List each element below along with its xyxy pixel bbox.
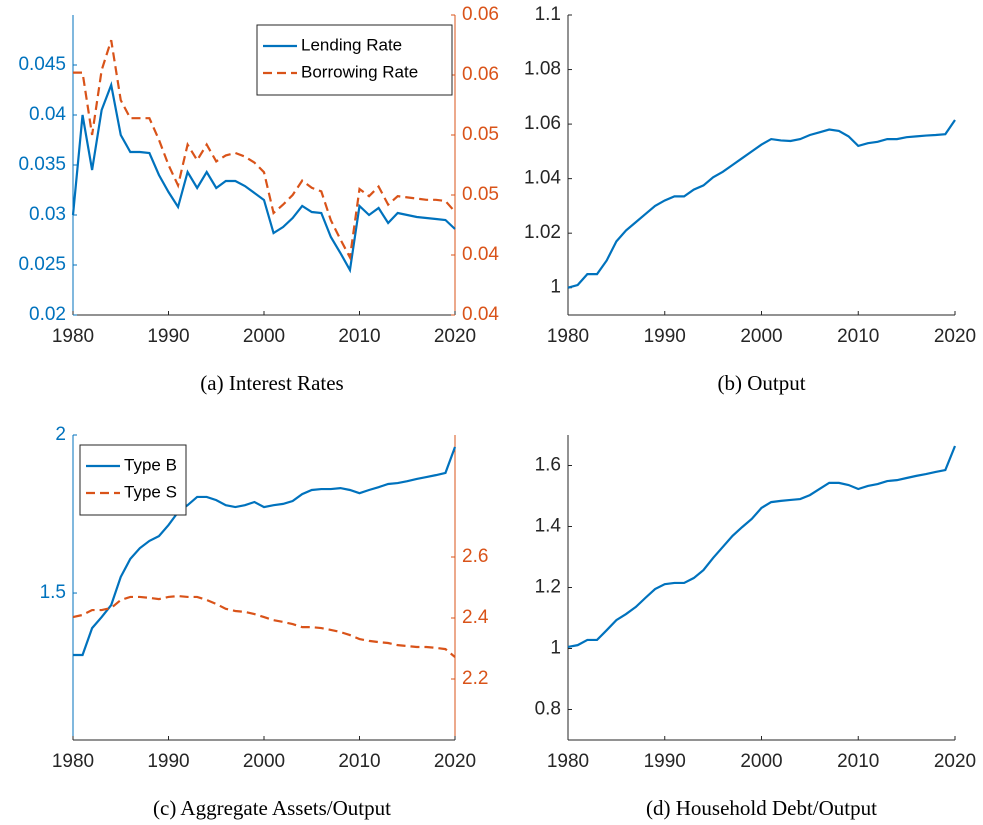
y-tick-label: 0.04 <box>462 304 499 325</box>
series-line <box>567 445 957 649</box>
y-tick-label: 0.06 <box>462 64 499 85</box>
legend-label: Borrowing Rate <box>301 62 418 81</box>
y-tick-label: 0.05 <box>462 124 499 145</box>
x-tick-label: 2000 <box>740 751 782 772</box>
legend-box <box>79 444 187 516</box>
y-tick-label: 1.1 <box>535 4 561 25</box>
legend-label: Type B <box>124 455 177 474</box>
x-tick-label: 1990 <box>147 751 189 772</box>
y-tick-label: 1.04 <box>524 168 561 189</box>
y-tick-label: 0.035 <box>18 154 66 175</box>
x-tick-label: 2010 <box>338 326 380 347</box>
x-tick-label: 2010 <box>837 326 879 347</box>
y-tick-label: 0.8 <box>535 699 561 720</box>
y-tick-label: 1.5 <box>40 582 66 603</box>
y-tick-label: 0.045 <box>18 54 66 75</box>
y-tick-label: 1.2 <box>535 577 561 598</box>
series-line <box>567 119 956 289</box>
y-tick-label: 0.02 <box>29 304 66 325</box>
legend-box <box>256 24 453 96</box>
legend-label: Lending Rate <box>301 35 402 54</box>
y-tick-label: 0.05 <box>462 184 499 205</box>
y-tick-label: 2 <box>55 424 66 445</box>
caption: (a) Interest Rates <box>200 371 343 395</box>
series-line <box>72 594 456 658</box>
x-tick-label: 2000 <box>243 326 285 347</box>
x-tick-label: 1980 <box>547 751 589 772</box>
y-tick-label: 2.2 <box>462 668 488 689</box>
x-tick-label: 2020 <box>934 326 976 347</box>
y-tick-label: 0.04 <box>29 104 66 125</box>
x-tick-label: 2020 <box>434 751 476 772</box>
x-tick-label: 1980 <box>547 326 589 347</box>
x-tick-label: 1990 <box>644 751 686 772</box>
y-tick-label: 0.03 <box>29 204 66 225</box>
x-tick-label: 1980 <box>52 751 94 772</box>
y-tick-label: 0.025 <box>18 254 66 275</box>
series-line <box>73 39 456 261</box>
x-tick-label: 1990 <box>147 326 189 347</box>
x-tick-label: 2010 <box>837 751 879 772</box>
x-tick-label: 2010 <box>338 751 380 772</box>
legend-label: Type S <box>124 482 177 501</box>
y-tick-label: 1.4 <box>535 516 562 537</box>
y-tick-label: 0.04 <box>462 244 499 265</box>
x-tick-label: 2000 <box>740 326 782 347</box>
caption: (b) Output <box>717 371 805 395</box>
x-tick-label: 1990 <box>644 326 686 347</box>
y-tick-label: 0.06 <box>462 4 499 25</box>
y-tick-label: 2.6 <box>462 546 488 567</box>
y-tick-label: 1.02 <box>524 222 561 243</box>
x-tick-label: 2020 <box>434 326 476 347</box>
x-tick-label: 2020 <box>934 751 976 772</box>
caption: (d) Household Debt/Output <box>646 796 877 820</box>
y-tick-label: 2.4 <box>462 607 489 628</box>
y-tick-label: 1 <box>550 638 561 659</box>
series-line <box>73 446 457 657</box>
y-tick-label: 1.08 <box>524 59 561 80</box>
y-tick-label: 1.06 <box>524 113 561 134</box>
x-tick-label: 2000 <box>243 751 285 772</box>
series-line <box>71 80 456 274</box>
y-tick-label: 1 <box>550 277 561 298</box>
y-tick-label: 1.6 <box>535 455 561 476</box>
x-tick-label: 1980 <box>52 326 94 347</box>
caption: (c) Aggregate Assets/Output <box>153 796 391 820</box>
